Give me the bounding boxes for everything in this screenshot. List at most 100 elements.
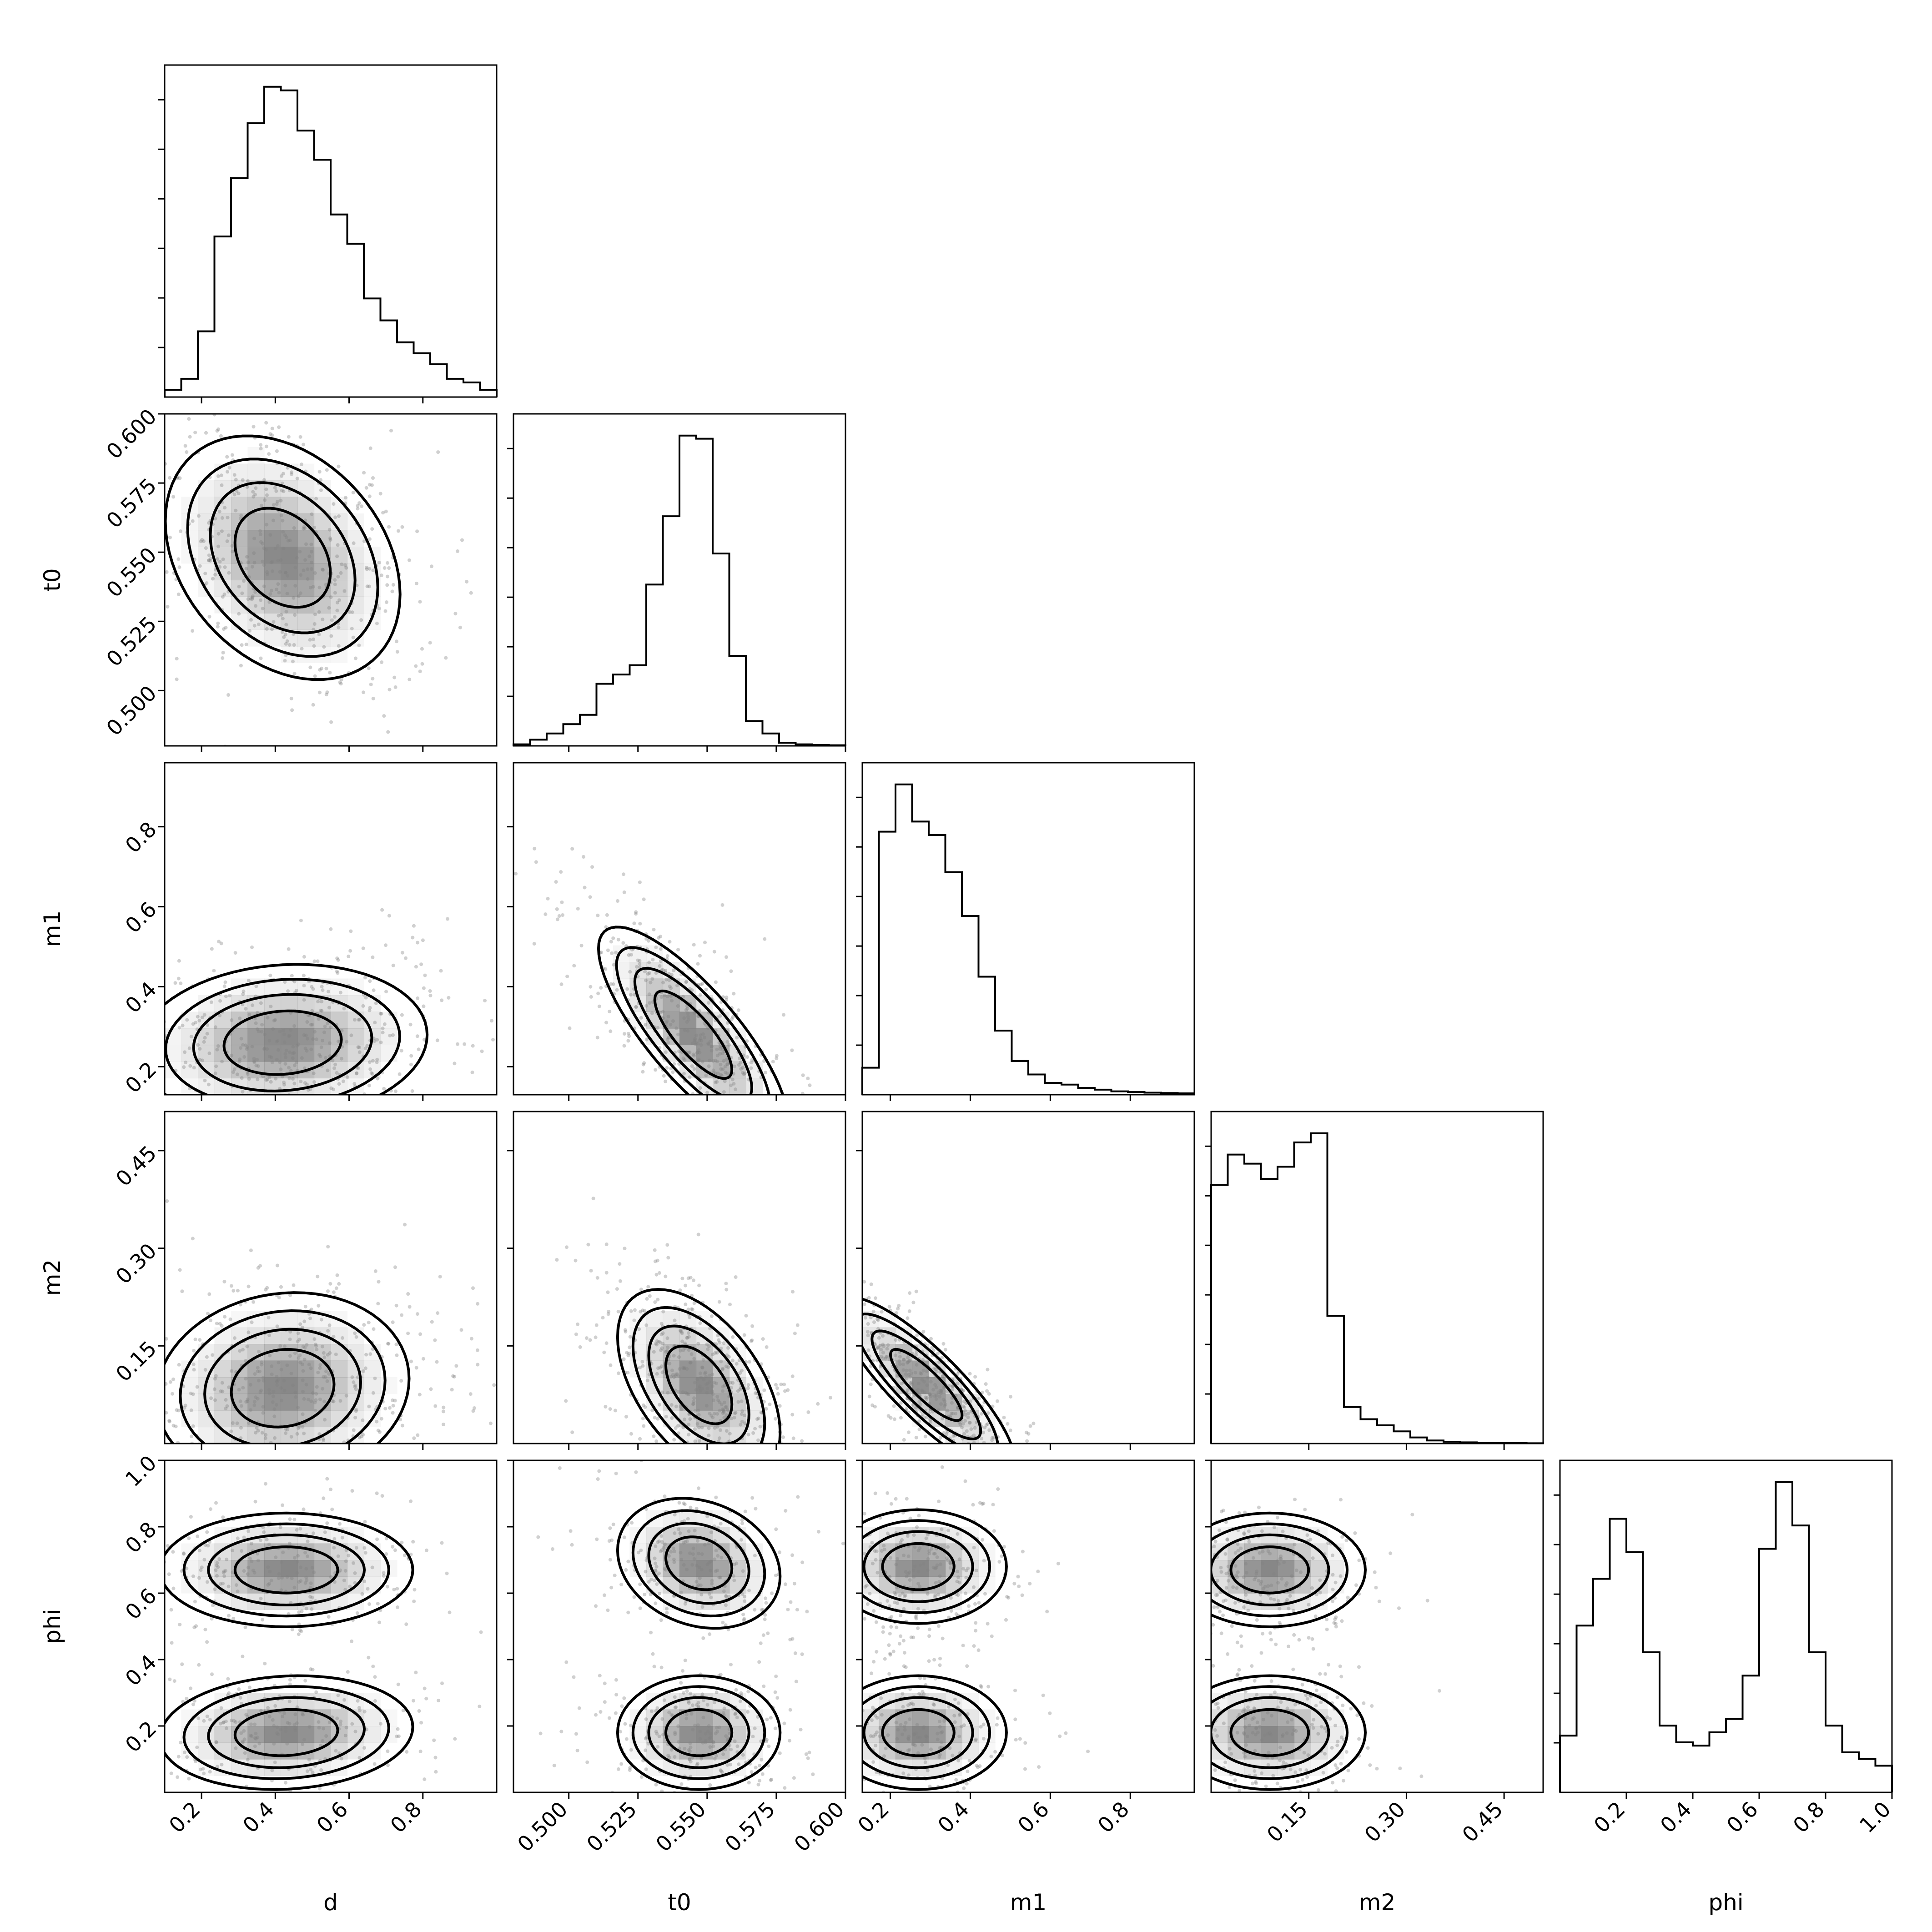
- sample-point: [329, 1487, 333, 1491]
- sample-point: [205, 1640, 209, 1644]
- sample-point: [445, 1571, 449, 1575]
- sample-point: [338, 1722, 342, 1726]
- sample-point: [634, 1446, 638, 1450]
- sample-point: [374, 1001, 378, 1005]
- sample-point: [655, 1582, 659, 1586]
- sample-point: [400, 1424, 404, 1428]
- sample-point: [260, 1448, 263, 1452]
- sample-point: [983, 1425, 987, 1429]
- sample-point: [963, 1409, 967, 1413]
- sample-point: [654, 1439, 659, 1443]
- sample-point: [259, 503, 263, 508]
- sample-point: [312, 628, 316, 632]
- contour-1-sigma: [633, 967, 754, 1095]
- sample-point: [729, 969, 733, 973]
- sample-point: [700, 982, 704, 986]
- sample-point: [1008, 1429, 1012, 1432]
- panel-frame: [164, 1111, 498, 1444]
- sample-point: [119, 487, 123, 490]
- sample-point: [564, 1245, 569, 1249]
- sample-point: [951, 1753, 955, 1757]
- sample-point: [968, 1420, 972, 1424]
- sample-point: [316, 959, 320, 963]
- sample-point: [270, 627, 274, 631]
- density-cell: [679, 1011, 697, 1029]
- sample-point: [191, 1574, 195, 1578]
- sample-point: [644, 1323, 649, 1327]
- sample-point: [356, 1699, 360, 1703]
- sample-point: [391, 963, 395, 967]
- sample-point: [693, 1529, 697, 1533]
- sample-point: [719, 1768, 723, 1772]
- sample-point: [286, 1428, 289, 1432]
- sample-point: [628, 1766, 632, 1770]
- sample-point: [166, 1544, 170, 1548]
- sample-point: [218, 1322, 222, 1326]
- sample-point: [206, 1312, 210, 1316]
- sample-point: [263, 1661, 267, 1665]
- contour-1-sigma: [207, 1533, 366, 1607]
- sample-point: [137, 1054, 141, 1057]
- sample-point: [609, 1363, 613, 1367]
- sample-point: [232, 1067, 236, 1071]
- sample-point: [774, 1527, 778, 1531]
- sample-point: [740, 1538, 744, 1542]
- sample-point: [397, 1072, 402, 1076]
- sample-point: [687, 1701, 691, 1705]
- sample-point: [106, 983, 110, 987]
- sample-point: [323, 759, 327, 762]
- sample-point: [231, 1549, 234, 1553]
- sample-point: [261, 607, 265, 610]
- density-cell: [198, 1726, 215, 1743]
- density-cell: [231, 1028, 248, 1046]
- density-cell: [281, 1028, 298, 1046]
- sample-point: [628, 1768, 632, 1772]
- sample-point: [969, 1427, 973, 1431]
- sample-point: [221, 595, 225, 599]
- sample-point: [263, 1452, 267, 1456]
- density-cell: [364, 1377, 381, 1394]
- sample-point: [237, 584, 241, 589]
- sample-point: [902, 1438, 906, 1442]
- sample-point: [302, 525, 306, 529]
- sample-point: [395, 1734, 399, 1738]
- sample-point: [621, 941, 625, 945]
- sample-point: [297, 1610, 301, 1614]
- sample-point: [638, 880, 642, 884]
- sample-point: [270, 1768, 274, 1772]
- sample-point: [929, 1420, 933, 1424]
- sample-point: [661, 981, 665, 985]
- sample-point: [209, 1318, 212, 1323]
- sample-point: [869, 1315, 873, 1319]
- sample-point: [217, 509, 221, 513]
- sample-point: [317, 470, 322, 474]
- sample-point: [244, 1712, 248, 1716]
- sample-point: [254, 1431, 258, 1435]
- sample-point: [375, 621, 379, 625]
- sample-point: [701, 1698, 705, 1702]
- sample-point: [356, 1045, 360, 1049]
- sample-point: [848, 1315, 851, 1319]
- sample-point: [317, 610, 321, 614]
- sample-point: [750, 1339, 753, 1343]
- sample-point: [391, 1033, 395, 1037]
- sample-point: [894, 1338, 898, 1342]
- sample-point: [789, 1600, 793, 1604]
- sample-point: [134, 1110, 137, 1114]
- sample-point: [199, 1451, 202, 1455]
- sample-point: [733, 1712, 737, 1716]
- sample-point: [640, 1360, 644, 1364]
- sample-point: [178, 476, 182, 480]
- sample-point: [871, 1309, 875, 1313]
- sample-point: [222, 984, 226, 988]
- sample-point: [782, 1383, 786, 1387]
- sample-point: [338, 680, 342, 684]
- density-cell: [264, 547, 282, 564]
- sample-point: [213, 573, 217, 577]
- sample-point: [228, 1317, 232, 1321]
- sample-point: [438, 1107, 442, 1110]
- sample-point: [253, 1499, 257, 1504]
- sample-point: [656, 1417, 660, 1421]
- sample-point: [849, 1347, 852, 1350]
- sample-point: [444, 656, 448, 660]
